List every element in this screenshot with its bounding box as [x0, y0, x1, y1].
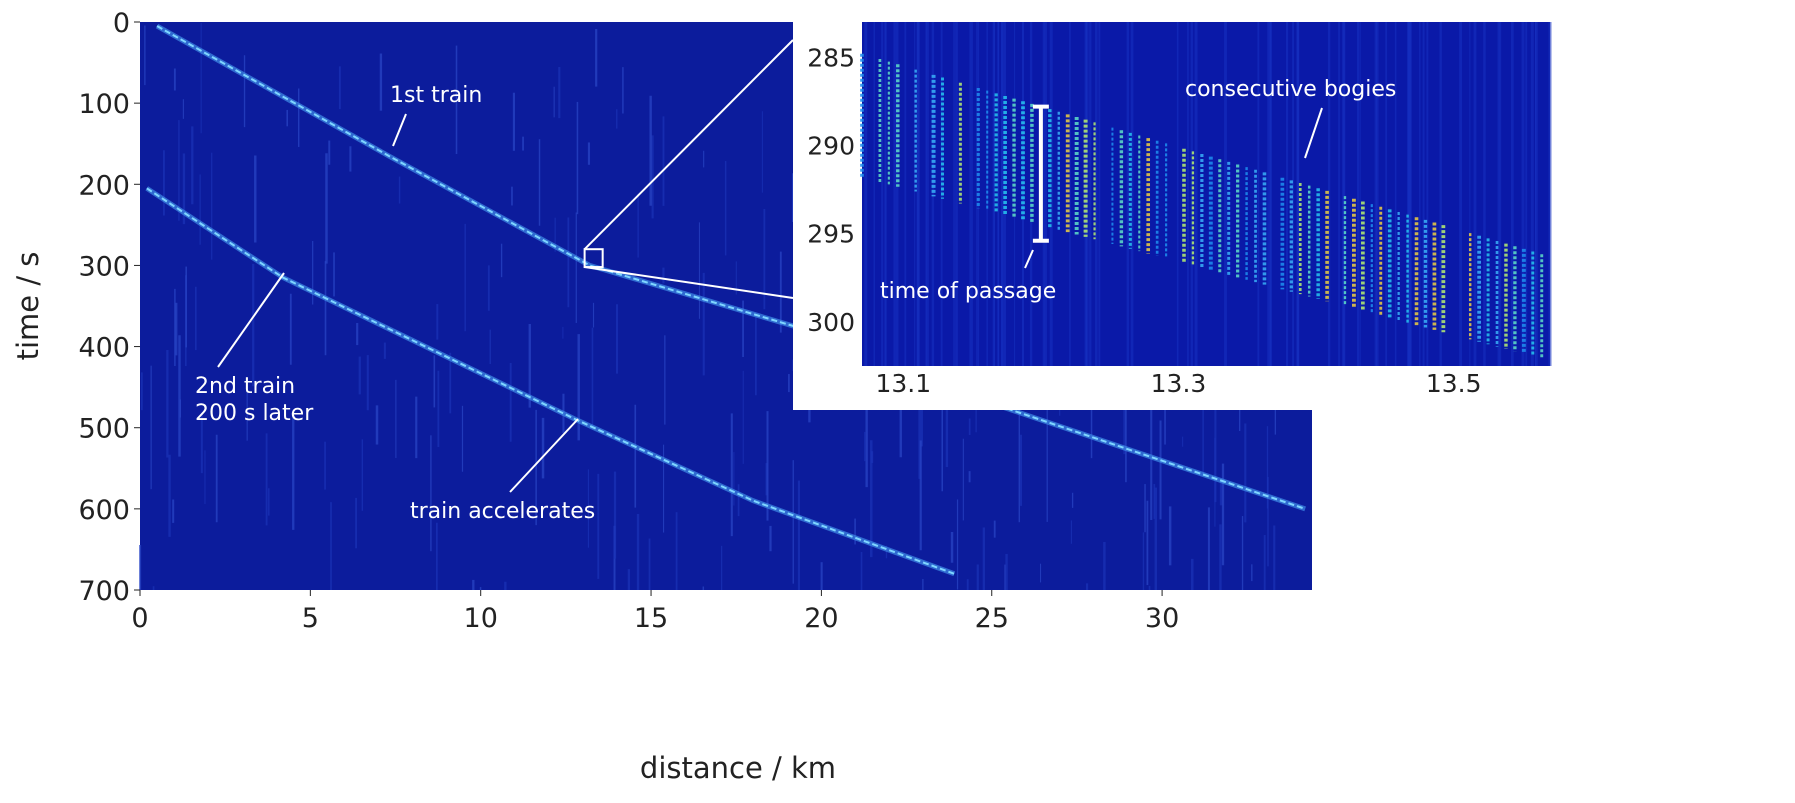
annotation-pointer-1st-train [392, 113, 407, 147]
annotation-time-of-passage: time of passage [880, 279, 1056, 304]
zoom-connector-top [583, 39, 794, 250]
annotation-2nd-train-line1: 2nd train [195, 374, 295, 399]
y-axis-label: time / s [11, 252, 45, 361]
inset-plot-area [862, 22, 1550, 366]
inset-y-tick-label: 290 [807, 131, 855, 160]
inset-noise-layer [864, 22, 1552, 366]
annotations: 1st train 2nd train 200 s later train ac… [195, 83, 595, 524]
x-tick-label: 25 [975, 603, 1009, 634]
y-ticks: 0 100 200 300 400 500 600 700 [78, 8, 140, 607]
inset-x-tick-label: 13.3 [1151, 369, 1207, 398]
zoom-region-box [583, 248, 604, 269]
y-tick-label: 600 [78, 495, 130, 526]
inset-y-tick-label: 295 [807, 220, 855, 249]
annotation-1st-train: 1st train [390, 83, 482, 108]
y-tick-label: 300 [78, 251, 130, 282]
x-tick-label: 15 [634, 603, 668, 634]
inset-zoom-plot: 13.1 13.3 13.5 285 290 295 300 consecutive bo… [793, 0, 1795, 410]
annotation-pointer-accelerates [509, 418, 579, 493]
inset-y-tick-label: 300 [807, 308, 855, 337]
x-tick-label: 0 [131, 603, 148, 634]
x-tick-label: 30 [1145, 603, 1179, 634]
zoom-connector-bottom [584, 266, 794, 299]
y-tick-label: 200 [78, 170, 130, 201]
x-axis-label: distance / km [640, 751, 836, 785]
inset-y-tick-label: 285 [807, 43, 855, 72]
y-tick-label: 400 [78, 333, 130, 364]
track-1 [156, 25, 1306, 510]
inset-x-tick-label: 13.5 [1426, 369, 1482, 398]
inset-x-tick-label: 13.1 [875, 369, 931, 398]
time-of-passage-bar [1032, 104, 1049, 243]
annotation-2nd-train-line2: 200 s later [195, 401, 314, 426]
x-tick-label: 10 [464, 603, 498, 634]
inset-x-ticks: 13.1 13.3 13.5 [875, 369, 1481, 398]
y-tick-label: 0 [113, 8, 130, 39]
y-tick-label: 100 [78, 89, 130, 120]
x-tick-label: 5 [302, 603, 319, 634]
annotation-pointer-2nd-train [217, 272, 285, 368]
inset-y-ticks: 285 290 295 300 [807, 43, 855, 337]
annotation-pointer-passage [1024, 249, 1034, 269]
bogie-signals [860, 53, 1544, 359]
y-tick-label: 500 [78, 414, 130, 445]
x-ticks: 0 5 10 15 20 25 30 [131, 590, 1179, 634]
annotation-consecutive-bogies: consecutive bogies [1185, 77, 1396, 102]
x-tick-label: 20 [804, 603, 838, 634]
y-tick-label: 700 [78, 576, 130, 607]
annotation-train-accelerates: train accelerates [410, 499, 595, 524]
annotation-pointer-bogies [1304, 107, 1323, 159]
